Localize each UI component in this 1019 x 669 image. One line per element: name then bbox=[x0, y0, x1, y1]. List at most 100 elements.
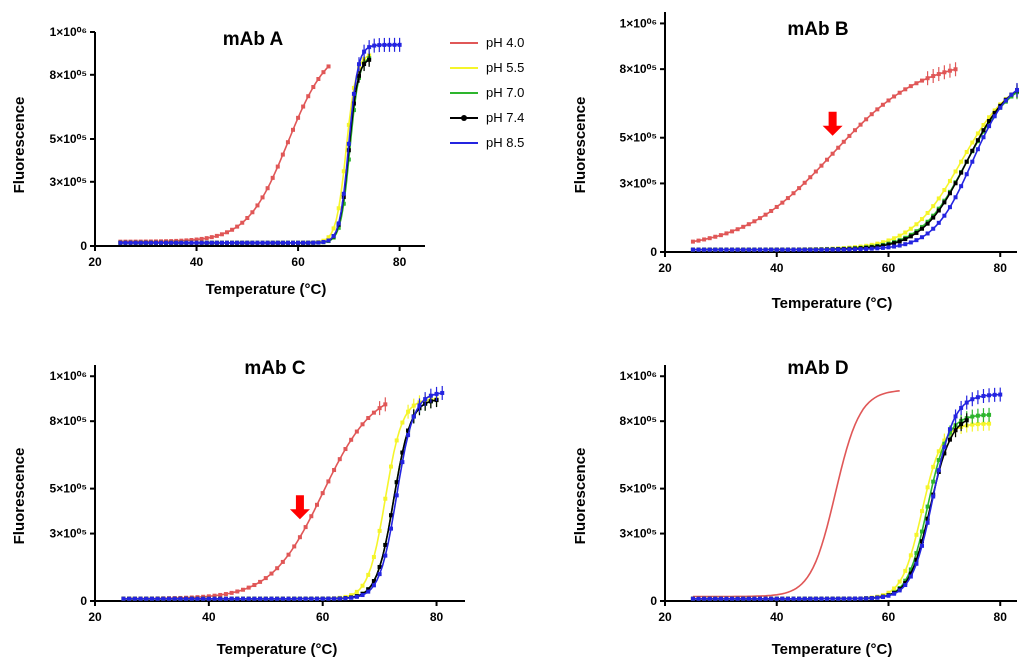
data-point bbox=[914, 222, 919, 227]
data-point bbox=[354, 594, 359, 599]
y-tick-label: 1×10⁰⁶ bbox=[620, 369, 657, 383]
data-point bbox=[936, 208, 941, 213]
arrow-annotation bbox=[289, 495, 310, 520]
data-point bbox=[321, 240, 326, 245]
data-point bbox=[908, 574, 913, 579]
x-tick-label: 80 bbox=[393, 255, 407, 269]
data-point bbox=[897, 233, 902, 238]
data-point bbox=[808, 596, 813, 601]
data-point bbox=[127, 596, 132, 601]
data-point bbox=[153, 240, 158, 245]
data-point bbox=[936, 220, 941, 225]
data-point bbox=[241, 596, 245, 601]
y-tick-label: 8×10⁰⁵ bbox=[50, 68, 87, 82]
data-point bbox=[903, 87, 908, 92]
data-point bbox=[819, 596, 824, 601]
series-ph-8-5 bbox=[121, 385, 445, 601]
data-point bbox=[813, 596, 818, 601]
data-point bbox=[255, 240, 260, 245]
x-tick-label: 60 bbox=[882, 610, 896, 624]
y-tick-label: 1×10⁰⁶ bbox=[50, 25, 87, 39]
series-ph-8-5 bbox=[118, 37, 402, 245]
data-point bbox=[925, 221, 930, 226]
data-point bbox=[179, 238, 184, 243]
data-point bbox=[920, 226, 925, 231]
fit-line bbox=[123, 399, 437, 600]
panel-mab-c: mAb C Temperature (°C) Fluorescence 20 40… bbox=[11, 358, 465, 658]
series-ph-8-5 bbox=[690, 387, 1003, 601]
data-point bbox=[735, 596, 740, 601]
data-point bbox=[320, 596, 325, 601]
data-point bbox=[246, 585, 251, 590]
data-point bbox=[155, 596, 160, 601]
data-point bbox=[394, 493, 399, 498]
axes bbox=[664, 12, 1017, 253]
data-point bbox=[1009, 92, 1014, 97]
data-point bbox=[252, 583, 257, 588]
data-point bbox=[194, 237, 199, 242]
data-point bbox=[931, 464, 936, 469]
data-point bbox=[763, 247, 768, 252]
data-point bbox=[346, 157, 351, 162]
data-point bbox=[836, 145, 841, 150]
data-point bbox=[847, 247, 852, 252]
data-point bbox=[291, 127, 295, 132]
data-point bbox=[713, 234, 718, 239]
data-point bbox=[897, 588, 902, 593]
data-point bbox=[702, 596, 707, 601]
x-tick-label: 60 bbox=[291, 255, 305, 269]
series-ph-8-5 bbox=[690, 82, 1019, 252]
data-point bbox=[351, 101, 356, 106]
data-point bbox=[230, 240, 235, 245]
data-point bbox=[406, 428, 411, 433]
data-point bbox=[311, 85, 316, 90]
data-point bbox=[897, 243, 902, 248]
data-point bbox=[942, 200, 947, 205]
data-point bbox=[813, 247, 818, 252]
data-point bbox=[947, 178, 952, 183]
data-point bbox=[880, 594, 885, 599]
data-point bbox=[819, 163, 824, 168]
data-point bbox=[992, 110, 997, 115]
data-point bbox=[336, 221, 341, 226]
data-point bbox=[291, 240, 295, 245]
data-point bbox=[987, 124, 992, 129]
legend-entry: pH 5.5 bbox=[450, 60, 524, 75]
y-tick-label: 3×10⁰⁵ bbox=[50, 527, 87, 541]
x-tick-label: 60 bbox=[316, 610, 330, 624]
legend-label: pH 8.5 bbox=[486, 135, 524, 150]
data-point bbox=[892, 244, 897, 249]
data-point bbox=[892, 94, 897, 99]
data-point bbox=[292, 596, 297, 601]
fit-line bbox=[120, 65, 330, 243]
x-axis-label: Temperature (°C) bbox=[772, 641, 893, 658]
data-point bbox=[880, 240, 885, 245]
data-point bbox=[199, 236, 204, 241]
data-point bbox=[914, 557, 919, 562]
data-point bbox=[718, 233, 723, 238]
data-point bbox=[791, 247, 796, 252]
data-point bbox=[250, 240, 255, 245]
data-point bbox=[903, 237, 908, 242]
data-point bbox=[903, 230, 908, 235]
data-point bbox=[245, 240, 250, 245]
data-point bbox=[383, 553, 388, 558]
data-point bbox=[138, 240, 143, 245]
data-point bbox=[864, 246, 869, 251]
data-point bbox=[240, 220, 245, 225]
data-point bbox=[349, 437, 354, 442]
data-point bbox=[746, 596, 751, 601]
data-point bbox=[394, 480, 399, 485]
y-tick-label: 5×10⁰⁵ bbox=[50, 482, 87, 496]
data-point bbox=[959, 184, 964, 189]
data-point bbox=[741, 224, 746, 229]
data-point bbox=[780, 596, 785, 601]
data-point bbox=[326, 596, 331, 601]
data-point bbox=[179, 240, 184, 245]
panel-title: mAb D bbox=[787, 358, 848, 379]
data-point bbox=[143, 240, 148, 245]
data-point bbox=[931, 215, 936, 220]
panel-title: mAb C bbox=[244, 358, 306, 379]
data-point bbox=[914, 532, 919, 537]
data-point bbox=[223, 596, 228, 601]
